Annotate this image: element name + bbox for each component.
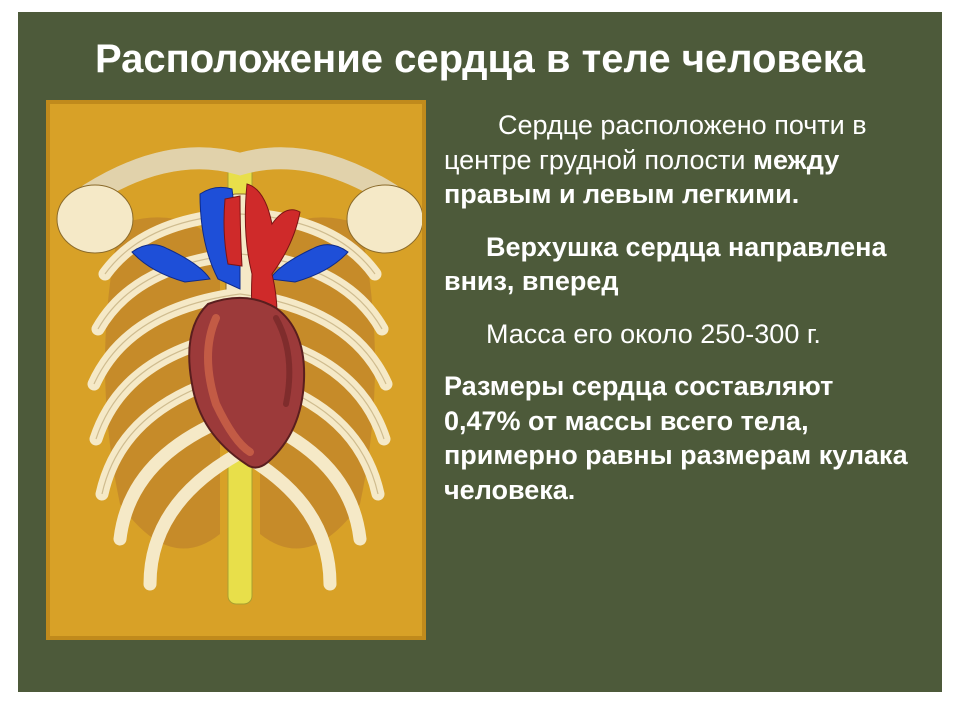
paragraph-size: Размеры сердца составляют 0,47% от массы…: [444, 369, 914, 507]
ribcage-heart-icon: [50, 104, 426, 640]
slide: Расположение сердца в теле человека: [18, 12, 942, 692]
paragraph-apex: Верхушка сердца направлена вниз, вперед: [444, 230, 914, 299]
anatomy-illustration: [46, 100, 426, 640]
paragraph-mass: Масса его около 250-300 г.: [444, 317, 914, 352]
slide-title: Расположение сердца в теле человека: [46, 36, 914, 82]
image-column: [46, 100, 426, 664]
text-column: Сердце расположено почти в центре грудно…: [444, 100, 914, 664]
paragraph-location: Сердце расположено почти в центре грудно…: [444, 108, 914, 212]
content-row: Сердце расположено почти в центре грудно…: [46, 100, 914, 664]
outer-frame: Расположение сердца в теле человека: [0, 0, 960, 720]
